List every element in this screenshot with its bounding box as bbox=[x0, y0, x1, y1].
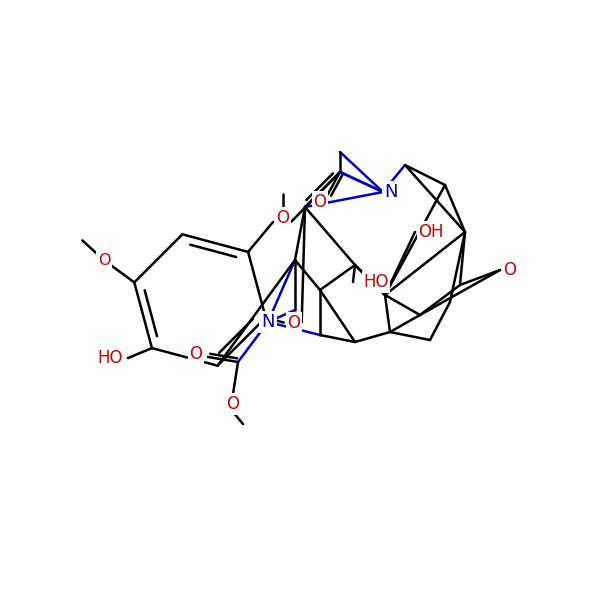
Text: HO: HO bbox=[363, 273, 389, 291]
Text: N: N bbox=[261, 313, 275, 331]
Text: HO: HO bbox=[97, 349, 122, 367]
Text: OH: OH bbox=[418, 223, 444, 241]
Text: O: O bbox=[314, 193, 326, 211]
Text: O: O bbox=[227, 395, 239, 413]
Text: O: O bbox=[503, 261, 517, 279]
Text: O: O bbox=[287, 314, 300, 332]
Text: O: O bbox=[98, 253, 110, 268]
Text: N: N bbox=[384, 183, 398, 201]
Text: O: O bbox=[277, 209, 290, 227]
Text: O: O bbox=[190, 345, 203, 363]
